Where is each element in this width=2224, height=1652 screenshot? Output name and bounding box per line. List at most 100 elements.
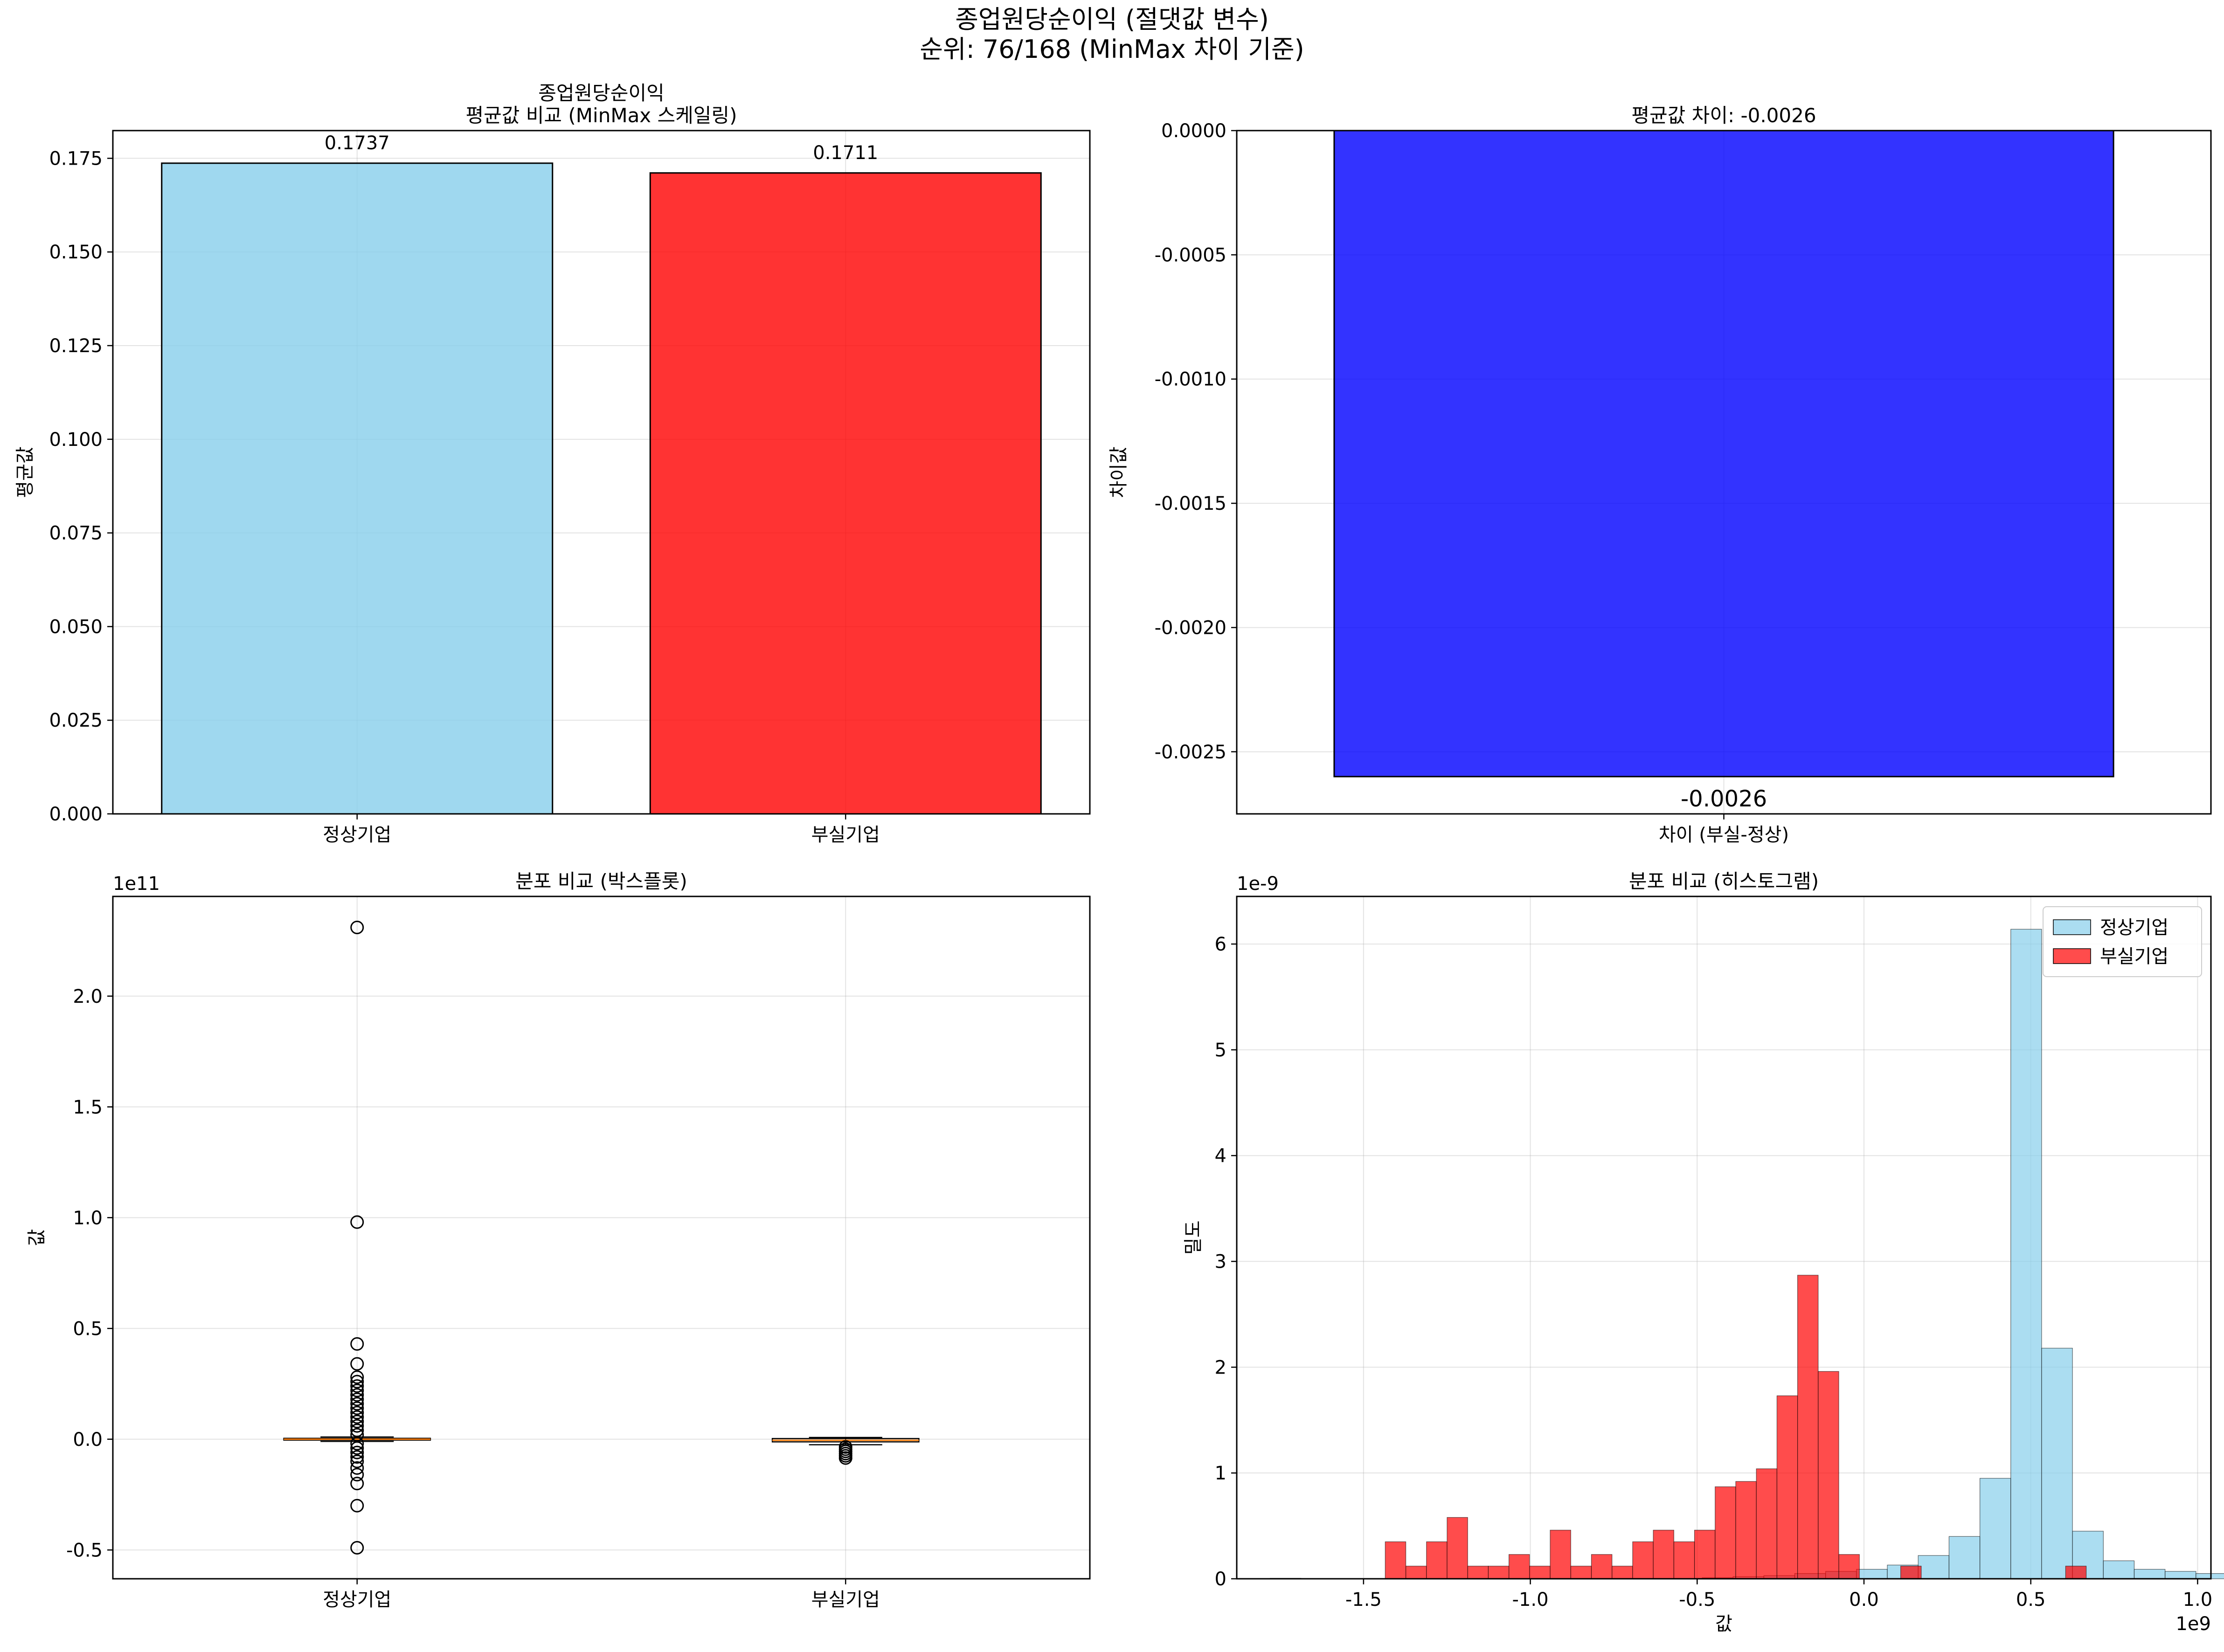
- chart2-y-tick-label: -0.0010: [1155, 369, 1226, 390]
- suptitle-line-2: 순위: 76/168 (MinMax 차이 기준): [920, 35, 1304, 64]
- chart4-legend-box: [2043, 906, 2202, 977]
- chart4-hist-bar-1-27: [2072, 1531, 2104, 1579]
- chart4-hist-bar-1-24: [1979, 1478, 2011, 1579]
- chart4-hist-bar-2-18: [1735, 1481, 1757, 1579]
- chart4-hist-bar-2-8: [1529, 1566, 1551, 1579]
- chart4-legend-label-1: 정상기업: [2100, 917, 2169, 938]
- chart4-hist-bar-2-19: [1756, 1468, 1777, 1579]
- chart3-outlier-1-14: [350, 1410, 364, 1424]
- chart1-y-tick-label: 0.025: [49, 710, 103, 731]
- chart4-x-tick-label-2: -1.0: [1512, 1589, 1549, 1610]
- chart4-legend-label-2: 부실기업: [2100, 946, 2169, 967]
- chart3-y-tick-label: 0.0: [73, 1429, 103, 1451]
- chart4-hist-bar-2-10: [1570, 1566, 1592, 1579]
- chart4-y-offset-label: 1e-9: [1237, 873, 1279, 895]
- chart4-y-tick-label: 5: [1215, 1040, 1226, 1061]
- chart4-title-line-1: 분포 비교 (히스토그램): [1629, 870, 1819, 893]
- chart3-outlier-1-17: [350, 1423, 364, 1437]
- chart3-outlier-1-27: [350, 1499, 364, 1513]
- chart1-frame: [112, 130, 1091, 815]
- chart4-x-offset-label: 1e9: [2176, 1613, 2211, 1635]
- chart4-y-tick-label: 1: [1215, 1463, 1226, 1484]
- chart3-outlier-1-1: [350, 921, 364, 934]
- chart4-hist-bar-1-15: [1702, 1577, 1733, 1579]
- chart4-hist-bar-1-23: [1948, 1536, 1981, 1579]
- chart3-outlier-2-6: [838, 1451, 852, 1465]
- chart4-legend-swatch-1: [2053, 919, 2091, 935]
- chart4-hist-bar-2-2: [1405, 1566, 1427, 1579]
- chart4-hist-bar-2-26: [1900, 1566, 1922, 1579]
- chart3-outlier-1-28: [350, 1541, 364, 1555]
- chart4-hist-bar-2-11: [1591, 1554, 1613, 1579]
- chart3-offset-label: 1e11: [113, 873, 160, 895]
- chart4-hist-bar-2-4: [1447, 1517, 1468, 1579]
- chart1-x-tick-label-1: 정상기업: [323, 824, 391, 846]
- chart4-hist-bar-1-31: [2196, 1573, 2224, 1579]
- chart4-hist-bar-2-34: [2065, 1566, 2087, 1579]
- chart1-y-tick-label: 0.050: [49, 616, 103, 638]
- chart4-y-tick-label: 2: [1215, 1357, 1226, 1378]
- chart4-y-tick-label: 6: [1215, 934, 1226, 955]
- chart3-box-1: [283, 1437, 431, 1441]
- chart2-x-tick-label-1: 차이 (부실-정상): [1659, 824, 1789, 846]
- chart4-hist-bar-2-3: [1426, 1541, 1448, 1579]
- chart2-y-tick-label: -0.0005: [1155, 244, 1226, 266]
- chart4-x-tick-label-4: 0.0: [1849, 1589, 1879, 1610]
- chart4-hist-bar-2-16: [1694, 1530, 1716, 1579]
- chart4-hist-bar-2-22: [1818, 1371, 1839, 1579]
- chart4-hist-bar-2-13: [1632, 1541, 1654, 1579]
- chart3-outlier-2-1: [838, 1440, 852, 1454]
- chart3-y-tick-label: 1.0: [73, 1208, 103, 1229]
- chart3-x-tick-label-1: 정상기업: [323, 1589, 391, 1610]
- chart3-outlier-1-5: [350, 1370, 364, 1384]
- chart3-y-tick-label: 0.5: [73, 1318, 103, 1340]
- chart2-y-tick-label: 0.0000: [1161, 120, 1226, 142]
- chart4-hist-bar-2-1: [1385, 1541, 1406, 1579]
- chart1-y-tick-label: 0.000: [49, 804, 103, 825]
- chart4-hist-bar-1-22: [1918, 1555, 1950, 1579]
- chart4-hist-bar-2-15: [1673, 1541, 1695, 1579]
- chart2-y-tick-label: -0.0020: [1155, 617, 1226, 639]
- chart4-x-tick-label-3: -0.5: [1679, 1589, 1715, 1610]
- chart1-bar-2: [649, 172, 1042, 815]
- chart4-hist-bar-2-14: [1653, 1530, 1674, 1579]
- chart3-outlier-1-19: [350, 1437, 364, 1451]
- chart4-hist-bar-2-7: [1509, 1554, 1530, 1579]
- chart1-value-label-1: 0.1737: [325, 132, 390, 154]
- chart4-hist-bar-1-1: [1269, 1578, 1302, 1579]
- chart3-outlier-1-15: [350, 1415, 364, 1429]
- chart3-outlier-1-21: [350, 1445, 364, 1459]
- chart4-hist-bar-1-16: [1732, 1576, 1764, 1579]
- chart4-hist-bar-1-17: [1763, 1575, 1795, 1579]
- chart4-y-tick-label: 0: [1215, 1569, 1226, 1590]
- chart2-ylabel: 차이값: [1108, 446, 1129, 498]
- chart3-outlier-2-3: [838, 1444, 852, 1458]
- chart3-y-tick-label: -0.5: [66, 1540, 103, 1561]
- chart3-outlier-1-3: [350, 1337, 364, 1351]
- chart4-hist-bar-2-23: [1838, 1554, 1860, 1579]
- chart3-outlier-1-25: [350, 1468, 364, 1482]
- chart4-hist-bar-1-30: [2165, 1571, 2196, 1579]
- chart4-hist-bar-2-21: [1797, 1275, 1819, 1579]
- chart4-hist-bar-2-9: [1550, 1530, 1571, 1579]
- chart3-box-2: [771, 1438, 920, 1443]
- chart2-frame: [1236, 130, 2212, 815]
- chart1-y-tick-label: 0.150: [49, 242, 103, 263]
- chart1-y-tick-label: 0.125: [49, 335, 103, 357]
- chart3-outlier-1-22: [350, 1450, 364, 1464]
- chart3-outlier-1-20: [350, 1441, 364, 1455]
- chart4-hist-bar-1-21: [1887, 1564, 1919, 1579]
- chart4-hist-bar-1-18: [1794, 1573, 1826, 1579]
- chart1-bar-1: [161, 162, 554, 815]
- chart3-outlier-2-5: [838, 1449, 852, 1463]
- chart3-outlier-1-12: [350, 1401, 364, 1415]
- chart3-outlier-1-24: [350, 1461, 364, 1475]
- chart3-outlier-1-16: [350, 1419, 364, 1433]
- chart3-outlier-1-13: [350, 1406, 364, 1420]
- chart2-y-tick-label: -0.0025: [1155, 742, 1226, 763]
- chart4-hist-bar-1-28: [2103, 1560, 2135, 1579]
- chart4-y-tick-label: 3: [1215, 1251, 1226, 1273]
- chart4-hist-bar-1-26: [2041, 1347, 2073, 1579]
- chart3-title-line-1: 분포 비교 (박스플롯): [515, 870, 687, 893]
